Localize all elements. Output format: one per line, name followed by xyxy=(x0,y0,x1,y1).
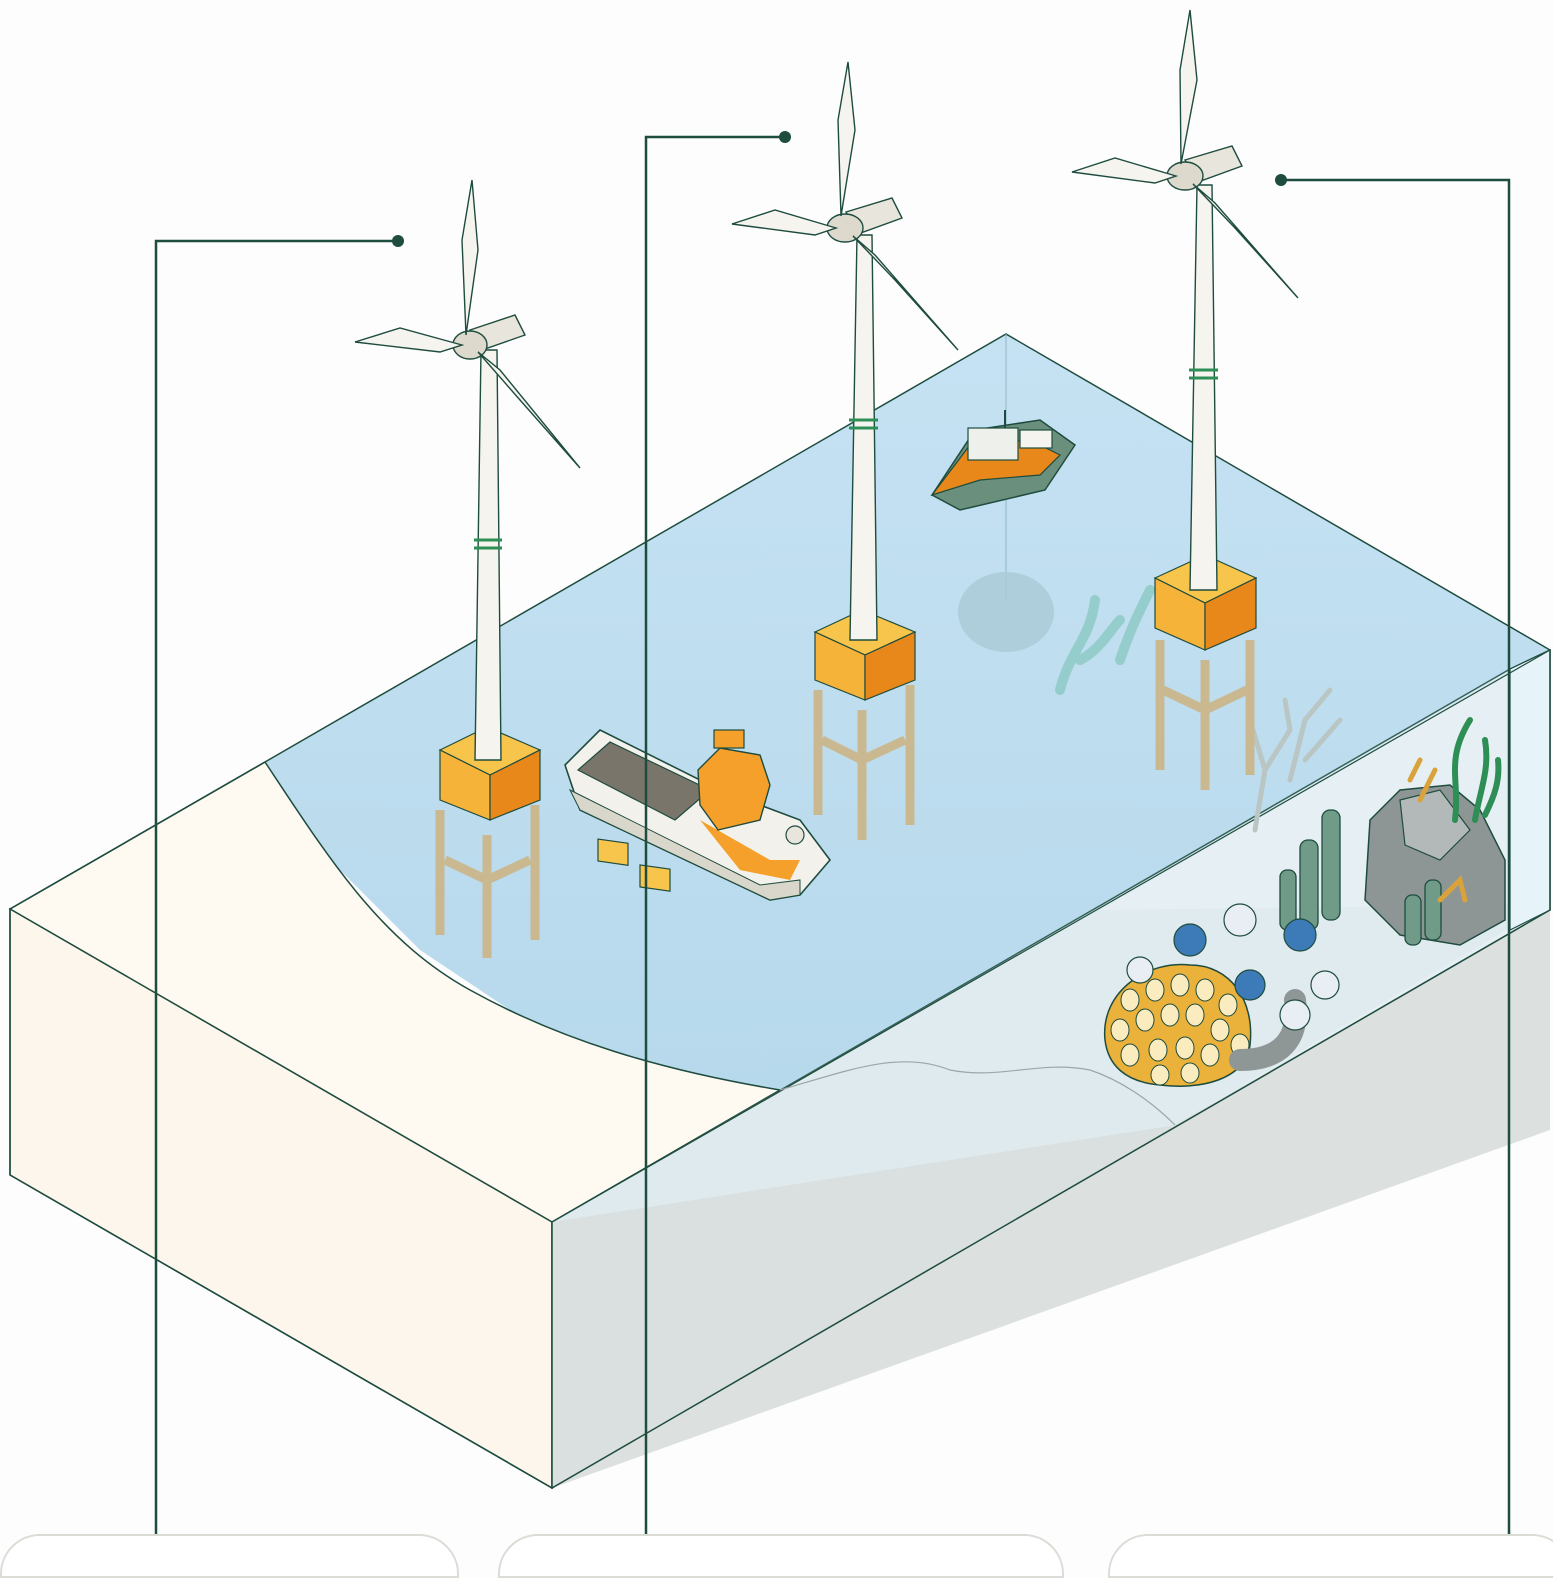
yellow-coral-icon xyxy=(1407,757,1468,903)
kelp-icon xyxy=(1452,717,1502,823)
tower xyxy=(1189,184,1218,591)
sand-beach xyxy=(8,760,783,1223)
crew-boat xyxy=(930,410,1077,511)
callout-1 xyxy=(154,235,404,1541)
blade xyxy=(1192,183,1299,299)
blade xyxy=(852,235,959,351)
sea-fan-icon xyxy=(1247,687,1343,833)
wheelhouse xyxy=(697,747,771,831)
block-outline xyxy=(9,333,1551,1489)
jacket-foundation xyxy=(435,805,540,958)
tower xyxy=(849,234,878,641)
wind-turbine-2 xyxy=(731,61,959,840)
callout-2 xyxy=(644,131,791,1541)
blade xyxy=(461,179,479,336)
water-side-face xyxy=(1509,649,1551,931)
seabed-contour xyxy=(779,1061,1176,1126)
wind-turbine-1 xyxy=(354,179,581,958)
blade xyxy=(1071,157,1179,184)
wind-turbine-3 xyxy=(1071,9,1299,790)
block-edge xyxy=(551,649,1551,1223)
blade xyxy=(731,209,839,236)
callout-3 xyxy=(1275,174,1511,1541)
service-vessel xyxy=(564,729,832,901)
ground-block xyxy=(8,333,1551,1490)
tube-sponges-icon xyxy=(1279,809,1442,946)
tower xyxy=(474,349,502,761)
cabin xyxy=(967,427,1019,461)
branching-coral-icon xyxy=(1055,585,1155,695)
jacket-foundation xyxy=(1155,640,1255,790)
anemone-icon xyxy=(1126,903,1340,1031)
blade xyxy=(837,61,856,217)
brain-coral-icon xyxy=(958,572,1054,652)
rock-icon xyxy=(1399,789,1471,861)
offshore-wind-farm-diagram xyxy=(8,9,1551,1541)
blade xyxy=(354,327,465,353)
blade xyxy=(1179,9,1198,165)
coral-reef xyxy=(958,572,1506,1087)
star-coral-icon xyxy=(1104,963,1252,1087)
blade xyxy=(477,351,581,469)
jacket-foundation xyxy=(813,685,915,840)
